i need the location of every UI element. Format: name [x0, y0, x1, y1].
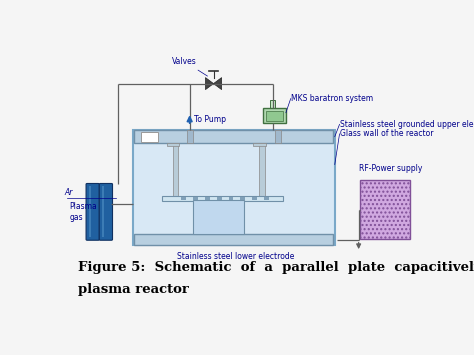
- Bar: [133, 130, 335, 245]
- Bar: [102, 186, 104, 237]
- Bar: [134, 130, 333, 143]
- Bar: [252, 197, 257, 200]
- Text: RF-Power supply: RF-Power supply: [359, 164, 422, 173]
- Bar: [275, 130, 281, 143]
- Bar: [193, 197, 198, 200]
- Text: Figure 5:  Schematic  of  a  parallel  plate  capacitively  coupled: Figure 5: Schematic of a parallel plate …: [78, 261, 474, 274]
- Bar: [360, 180, 410, 239]
- Bar: [228, 197, 233, 200]
- Bar: [173, 143, 178, 196]
- Bar: [253, 143, 266, 147]
- Text: plasma reactor: plasma reactor: [78, 283, 189, 296]
- Text: Glass wall of the reactor: Glass wall of the reactor: [340, 130, 434, 138]
- Bar: [264, 197, 269, 200]
- Text: To Pump: To Pump: [194, 115, 226, 124]
- Bar: [259, 143, 264, 196]
- FancyBboxPatch shape: [99, 184, 112, 240]
- FancyBboxPatch shape: [86, 184, 99, 240]
- Bar: [181, 197, 186, 200]
- Text: MKS baratron system: MKS baratron system: [292, 94, 374, 103]
- Bar: [217, 197, 221, 200]
- Bar: [141, 132, 158, 142]
- Bar: [205, 197, 210, 200]
- Text: Stainless steel grounded upper electrode: Stainless steel grounded upper electrode: [340, 120, 474, 129]
- Bar: [187, 130, 192, 143]
- Bar: [134, 235, 333, 245]
- Bar: [266, 111, 283, 120]
- Text: Valves: Valves: [172, 57, 208, 76]
- Bar: [89, 186, 91, 237]
- Bar: [167, 143, 179, 147]
- FancyBboxPatch shape: [263, 108, 286, 123]
- Bar: [193, 200, 244, 235]
- Bar: [270, 100, 275, 108]
- Text: Stainless steel lower electrode: Stainless steel lower electrode: [177, 252, 294, 261]
- Bar: [162, 196, 283, 201]
- Bar: [240, 197, 245, 200]
- Text: Ar: Ar: [65, 188, 73, 197]
- Polygon shape: [205, 78, 213, 89]
- Polygon shape: [213, 78, 222, 89]
- Text: Plasma
gas: Plasma gas: [70, 202, 97, 222]
